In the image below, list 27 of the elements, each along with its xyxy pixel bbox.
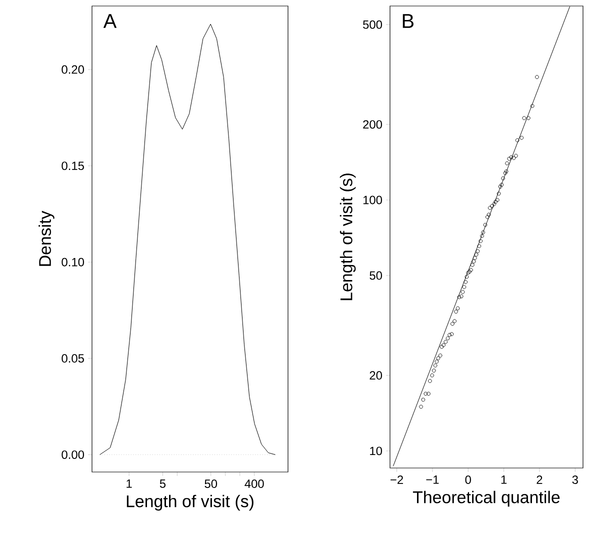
x-tick-label: 400	[244, 480, 264, 488]
x-tick-label: 3	[572, 476, 578, 484]
x-tick-label: 1	[126, 480, 132, 488]
y-tick-label: 0.20	[62, 65, 84, 74]
y-tick-label: 10	[370, 446, 382, 456]
y-axis-title: Length of visit (s)	[340, 174, 356, 300]
y-tick-label: 50	[370, 271, 382, 280]
y-tick-label: 0.15	[62, 162, 84, 170]
x-axis-title: Theoretical quantile	[412, 490, 560, 507]
x-tick-label: 1	[501, 476, 507, 484]
chart-title: B	[402, 14, 414, 28]
y-tick-label: 0.10	[62, 258, 84, 266]
x-axis-title: Length of visit (s)	[126, 494, 254, 511]
x-tick-label: −1	[426, 476, 439, 484]
y-tick-label: 20	[370, 371, 382, 380]
y-tick-label: 500	[363, 20, 382, 29]
x-tick-label: −2	[390, 476, 403, 484]
x-tick-label: 2	[536, 476, 542, 484]
y-axis-title: Density	[38, 210, 54, 266]
y-tick-label: 100	[363, 196, 382, 204]
y-tick-label: 200	[363, 120, 382, 129]
y-tick-label: 0.00	[62, 450, 84, 459]
x-tick-label: 5	[160, 480, 166, 488]
x-tick-label: 0	[465, 476, 471, 484]
x-tick-label: 50	[204, 480, 218, 488]
y-tick-label: 0.05	[62, 354, 84, 363]
chart-title: A	[103, 14, 117, 28]
